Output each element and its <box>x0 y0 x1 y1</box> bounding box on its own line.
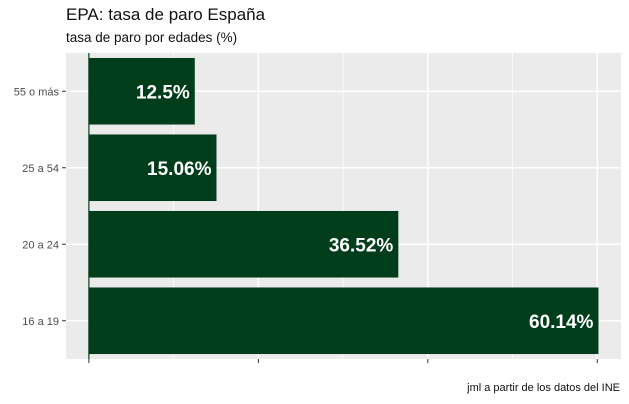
bar <box>88 210 399 278</box>
bar <box>88 134 217 202</box>
chart-title: EPA: tasa de paro España <box>66 5 266 24</box>
bar <box>88 57 195 125</box>
y-tick-label: 16 a 19 <box>22 316 59 328</box>
data-label: 36.52% <box>329 235 394 256</box>
y-tick-label: 55 o más <box>14 86 60 98</box>
y-tick-label: 25 a 54 <box>22 163 59 175</box>
data-label: 60.14% <box>529 312 594 333</box>
y-tick-label: 20 a 24 <box>22 239 59 251</box>
data-label: 12.5% <box>136 82 190 103</box>
chart-subtitle: tasa de paro por edades (%) <box>66 30 238 45</box>
bar <box>88 287 599 355</box>
data-label: 15.06% <box>147 159 212 180</box>
chart-caption: jml a partir de los datos del INE <box>467 382 620 394</box>
